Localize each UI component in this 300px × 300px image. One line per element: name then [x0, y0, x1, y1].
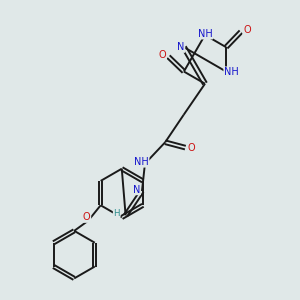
Text: O: O — [159, 50, 166, 60]
Text: N: N — [133, 184, 140, 194]
Text: O: O — [188, 142, 195, 153]
Text: O: O — [243, 25, 251, 35]
Text: N: N — [177, 42, 184, 52]
Text: NH: NH — [224, 67, 239, 77]
Text: O: O — [83, 212, 91, 222]
Text: NH: NH — [198, 29, 212, 39]
Text: NH: NH — [134, 157, 149, 167]
Text: H: H — [113, 208, 120, 217]
